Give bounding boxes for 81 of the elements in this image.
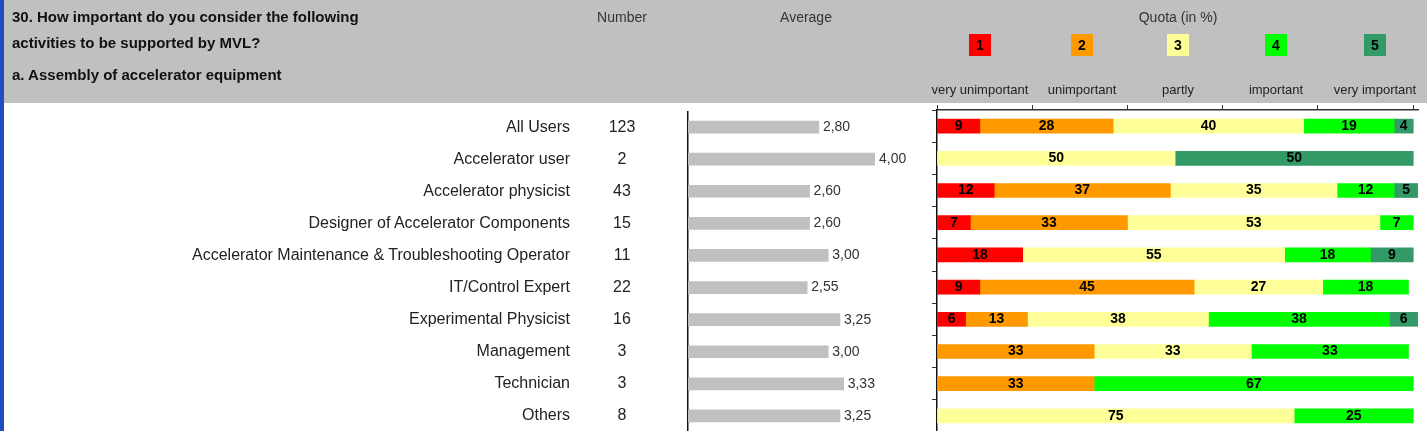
category-label: Accelerator physicist: [423, 181, 570, 201]
data-label: 25: [1345, 406, 1362, 423]
category-label: Accelerator Maintenance & Troubleshooting Operator: [192, 245, 570, 265]
series-label: unimportant: [1046, 81, 1118, 98]
category-label: IT/Control Expert: [449, 277, 570, 297]
text: 2: [616, 149, 628, 169]
data-label: 18: [1319, 245, 1336, 262]
text: 2: [1071, 34, 1093, 56]
data-label: 3,00: [832, 342, 860, 359]
data-label: 33: [1008, 374, 1024, 391]
data-label: 12: [1357, 181, 1374, 198]
text: 22: [612, 277, 632, 297]
text: 15: [612, 213, 632, 233]
category-label: Accelerator user: [453, 149, 570, 169]
data-label: 12: [958, 181, 974, 198]
data-label: 3,25: [843, 310, 872, 327]
data-label: 13: [988, 310, 1005, 327]
data-label: 9: [954, 277, 963, 294]
chart-title: Quota (in %): [1138, 9, 1218, 25]
data-label: 18: [1357, 277, 1374, 294]
data-label: 33: [1322, 342, 1338, 359]
text: 5: [1364, 34, 1386, 56]
category-label: Technician: [494, 373, 570, 393]
text: 4: [1265, 34, 1287, 56]
data-label: 38: [1110, 310, 1126, 327]
data-label: 75: [1108, 406, 1124, 423]
data-label: 3,00: [832, 246, 860, 263]
data-label: 27: [1250, 277, 1267, 294]
data-label: 67: [1245, 374, 1262, 391]
text: 3: [616, 341, 628, 361]
data-label: 40: [1200, 116, 1217, 133]
data-label: 37: [1074, 181, 1091, 198]
data-label: 4,00: [879, 150, 907, 167]
text: a. Assembly of accelerator equipment: [12, 66, 282, 83]
text: 30. How important do you consider the following activities to be supported by MVL?: [12, 7, 360, 53]
data-label: 33: [1164, 342, 1181, 359]
data-label: 6: [947, 310, 956, 327]
series-label: very important: [1332, 81, 1418, 98]
data-label: 55: [1145, 245, 1162, 262]
data-label: 9: [954, 116, 963, 133]
data-label: 2,60: [813, 182, 842, 199]
data-label: 2,60: [813, 214, 842, 231]
data-label: 4: [1399, 116, 1408, 133]
category-label: Management: [476, 341, 570, 361]
data-label: 7: [1392, 213, 1401, 230]
data-label: 33: [1008, 342, 1024, 359]
data-label: 3,25: [843, 406, 872, 423]
text: Number: [597, 9, 647, 25]
data-label: 2,55: [811, 278, 839, 295]
data-label: 9: [1387, 245, 1396, 262]
data-label: 19: [1341, 116, 1357, 133]
series-label: very unimportant: [930, 81, 1030, 98]
text: 11: [612, 245, 632, 265]
data-label: 53: [1245, 213, 1262, 230]
data-label: 35: [1245, 181, 1262, 198]
data-label: 28: [1038, 116, 1055, 133]
text: 16: [612, 309, 632, 329]
data-label: 45: [1079, 277, 1096, 294]
data-label: 5: [1402, 181, 1411, 198]
data-label: 6: [1399, 310, 1408, 327]
category-label: Designer of Accelerator Components: [308, 213, 570, 233]
data-label: 33: [1041, 213, 1057, 230]
data-label: 2,80: [822, 117, 851, 134]
chart-title: Average: [780, 9, 832, 25]
series-label: important: [1247, 81, 1305, 98]
text: 8: [616, 405, 628, 425]
data-label: 18: [972, 245, 989, 262]
data-label: 50: [1048, 149, 1065, 166]
data-label: 50: [1286, 149, 1303, 166]
data-label: 3,33: [847, 374, 876, 391]
category-label: Experimental Physicist: [409, 309, 570, 329]
text: 43: [612, 181, 632, 201]
series-label: partly: [1161, 81, 1195, 98]
text: 123: [607, 117, 637, 137]
text: 3: [616, 373, 628, 393]
text: 1: [969, 34, 991, 56]
category-label: Others: [521, 405, 570, 425]
text: 3: [1167, 34, 1189, 56]
data-label: 7: [950, 213, 959, 230]
data-label: 38: [1291, 310, 1307, 327]
category-label: All Users: [505, 117, 570, 137]
